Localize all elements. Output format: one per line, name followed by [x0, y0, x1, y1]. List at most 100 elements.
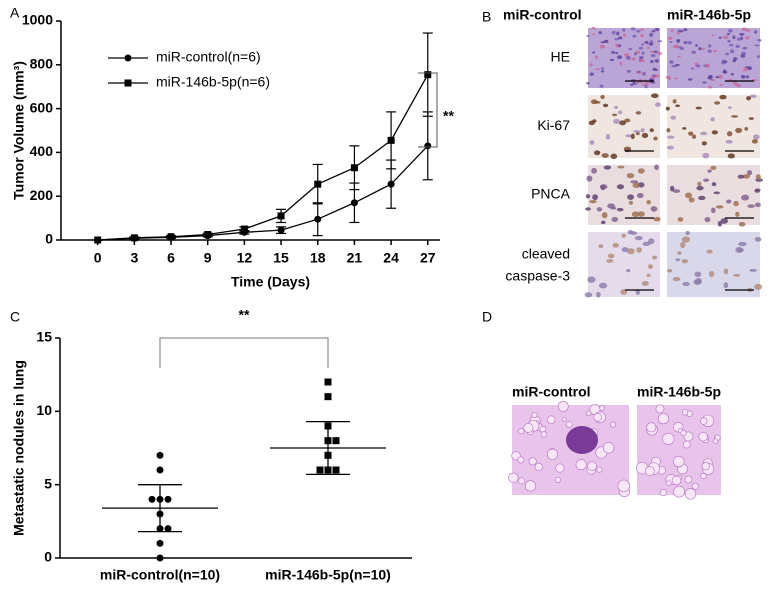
panel-label: B: [482, 9, 491, 25]
cell-nucleus: [654, 59, 659, 63]
cell-nucleus: [603, 39, 609, 43]
cell-nucleus: [674, 77, 678, 80]
cell-nucleus: [640, 34, 644, 38]
alveolus: [599, 405, 605, 411]
cell-nucleus: [653, 216, 661, 222]
cell-nucleus: [626, 173, 635, 179]
cell-nucleus: [601, 212, 608, 219]
cell-nucleus: [730, 73, 735, 76]
cell-nucleus: [735, 127, 743, 134]
cell-nucleus: [642, 241, 651, 247]
cell-nucleus: [607, 203, 616, 209]
y-tick-label: 0: [45, 231, 53, 247]
marker: [324, 393, 332, 401]
cell-nucleus: [619, 61, 623, 66]
cell-nucleus: [672, 189, 681, 193]
cell-nucleus: [587, 276, 596, 283]
cell-nucleus: [681, 259, 689, 264]
cell-nucleus: [720, 218, 728, 224]
cell-nucleus: [640, 58, 645, 63]
cell-nucleus: [631, 57, 636, 61]
alveolus: [700, 417, 708, 425]
cell-nucleus: [666, 128, 671, 133]
alveolus: [587, 461, 597, 471]
cell-nucleus: [639, 56, 644, 59]
histology-image: [584, 229, 660, 298]
cell-nucleus: [652, 255, 658, 260]
cell-nucleus: [733, 273, 741, 277]
cell-nucleus: [745, 75, 750, 79]
cell-nucleus: [676, 55, 681, 58]
cell-nucleus: [690, 67, 695, 70]
cell-nucleus: [681, 236, 691, 243]
panel-label: D: [482, 309, 492, 325]
cell-nucleus: [614, 38, 619, 41]
significance-bracket: [159, 337, 329, 368]
cell-nucleus: [701, 47, 706, 50]
cell-nucleus: [616, 45, 620, 48]
cell-nucleus: [609, 58, 615, 62]
alveolus: [575, 459, 587, 471]
panel-label: A: [10, 5, 20, 21]
cell-nucleus: [713, 191, 720, 195]
cell-nucleus: [666, 135, 675, 139]
cell-nucleus: [622, 28, 626, 32]
cell-nucleus: [740, 54, 746, 58]
x-tick-label: 9: [204, 250, 212, 266]
cell-nucleus: [711, 34, 715, 37]
cell-nucleus: [679, 47, 685, 50]
cell-nucleus: [650, 75, 655, 79]
cell-nucleus: [683, 28, 688, 32]
cell-nucleus: [710, 117, 715, 122]
cell-nucleus: [624, 118, 631, 123]
cell-nucleus: [586, 35, 590, 37]
cell-nucleus: [628, 200, 634, 205]
image-background: [588, 28, 660, 88]
cell-nucleus: [615, 51, 618, 55]
cell-nucleus: [733, 200, 739, 207]
alveolus: [701, 462, 710, 471]
x-tick-label: 12: [237, 250, 253, 266]
cell-nucleus: [706, 249, 713, 254]
cell-nucleus: [747, 66, 752, 70]
cell-nucleus: [694, 271, 702, 278]
cell-nucleus: [717, 220, 723, 227]
cell-nucleus: [623, 33, 627, 37]
alveolus: [539, 425, 547, 433]
marker: [164, 525, 172, 533]
cell-nucleus: [733, 57, 738, 61]
row-label: PNCA: [531, 186, 571, 202]
cell-nucleus: [710, 79, 716, 82]
cell-nucleus: [665, 106, 670, 111]
cell-nucleus: [602, 103, 609, 108]
cell-nucleus: [627, 194, 635, 200]
cell-nucleus: [702, 152, 710, 159]
cell-nucleus: [741, 27, 747, 31]
alveolus: [617, 479, 631, 493]
cell-nucleus: [589, 200, 597, 204]
y-tick-label: 5: [44, 475, 52, 491]
cell-nucleus: [669, 41, 673, 43]
marker: [156, 539, 164, 547]
cell-nucleus: [611, 216, 619, 222]
cell-nucleus: [670, 185, 675, 192]
cell-nucleus: [727, 40, 731, 43]
alveolus: [524, 480, 537, 492]
cell-nucleus: [738, 241, 747, 247]
cell-nucleus: [593, 150, 601, 156]
marker: [167, 233, 175, 241]
cell-nucleus: [641, 43, 645, 46]
cell-nucleus: [616, 55, 623, 60]
image-background: [667, 232, 760, 297]
cell-nucleus: [726, 131, 733, 137]
cell-nucleus: [636, 192, 644, 199]
marker: [350, 199, 358, 207]
significance-label: **: [443, 108, 454, 124]
cell-nucleus: [682, 281, 690, 287]
legend-label: miR-146b-5p(n=6): [156, 74, 270, 90]
cell-nucleus: [672, 45, 678, 48]
cell-nucleus: [742, 46, 748, 50]
marker: [314, 215, 322, 223]
histology-image: [665, 94, 760, 159]
cell-nucleus: [641, 51, 645, 55]
